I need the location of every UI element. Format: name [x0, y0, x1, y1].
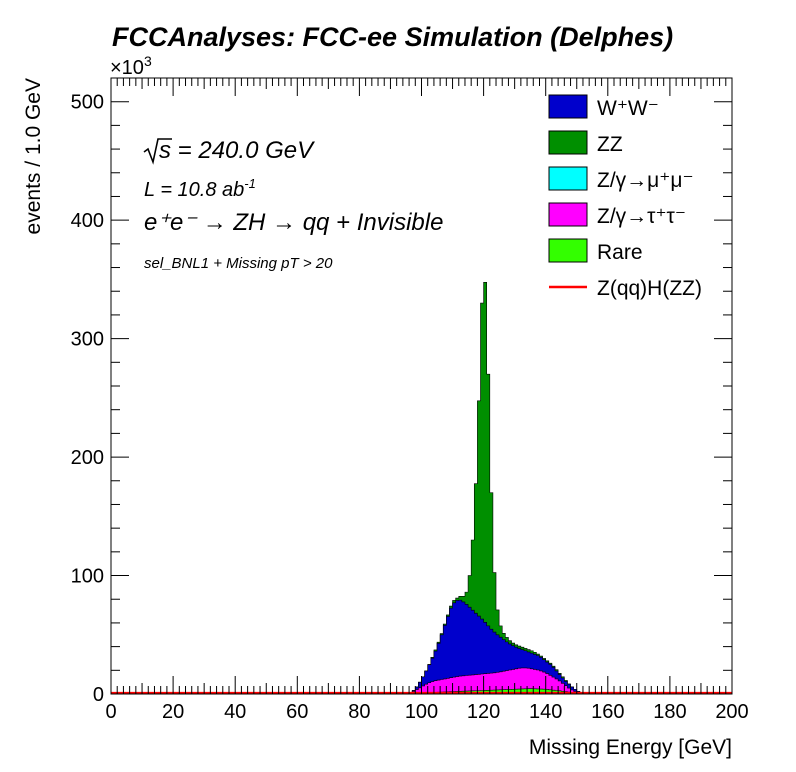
legend-label: W⁺W⁻ [597, 97, 659, 120]
y-exponent: ×103 [110, 53, 152, 79]
x-tick-label: 100 [405, 701, 438, 723]
x-tick-label: 140 [529, 701, 562, 723]
annotation-luminosity: L = 10.8 ab-1 [144, 176, 256, 201]
y-axis-label: events / 1.0 GeV [22, 78, 45, 234]
x-tick-label: 20 [162, 701, 184, 723]
y-tick-label: 300 [71, 329, 104, 351]
x-tick-label: 60 [286, 701, 308, 723]
legend-label: Z/γ→τ⁺τ⁻ [597, 205, 686, 228]
legend-item-w-w: W⁺W⁻ [548, 94, 659, 120]
annotation-selection: sel_BNL1 + Missing pT > 20 [144, 255, 333, 272]
legend-swatch [548, 94, 588, 119]
legend-item-rare: Rare [548, 238, 643, 264]
legend-label: Z/γ→μ⁺μ⁻ [597, 169, 694, 192]
legend-label: ZZ [597, 133, 623, 156]
legend-swatch [548, 130, 588, 155]
sqrt-symbol [143, 138, 172, 165]
legend-swatch [548, 238, 588, 263]
annotation-process: e⁺e⁻ → ZH → qq + Invisible [144, 209, 443, 236]
y-axis-ticks: 0 100 200 300 400 500 [71, 77, 732, 706]
y-tick-label: 500 [71, 92, 104, 114]
x-tick-label: 180 [653, 701, 686, 723]
x-tick-label: 80 [348, 701, 370, 723]
x-tick-label: 200 [715, 701, 748, 723]
legend-label: Rare [597, 241, 643, 264]
y-tick-label: 200 [71, 447, 104, 469]
legend-swatch [548, 202, 588, 227]
annotation-sqrt-s: s = 240.0 GeV [143, 137, 315, 165]
legend-item-z: Z/γ→τ⁺τ⁻ [548, 202, 686, 228]
plot-area: 0 20 40 60 80 100 120 140 160 180 200 0 100 200 300 40… [71, 77, 749, 723]
legend-label: Z(qq)H(ZZ) [597, 277, 702, 300]
x-axis-label: Missing Energy [GeV] [529, 736, 732, 759]
legend-item-z: Z/γ→μ⁺μ⁻ [548, 166, 694, 192]
x-axis-ticks: 0 20 40 60 80 100 120 140 160 180 200 [105, 78, 749, 723]
x-tick-label: 160 [591, 701, 624, 723]
x-tick-label: 0 [105, 701, 116, 723]
legend-item-zz: ZZ [548, 130, 623, 156]
x-tick-label: 40 [224, 701, 246, 723]
y-tick-label: 400 [71, 210, 104, 232]
legend-item-z-qq-h-zz: Z(qq)H(ZZ) [549, 277, 702, 300]
y-tick-label: 0 [93, 684, 104, 706]
legend: W⁺W⁻ ZZ Z/γ→μ⁺μ⁻ Z/γ→τ⁺τ⁻ Rare Z(qq)H(ZZ) [548, 94, 702, 300]
x-tick-label: 120 [467, 701, 500, 723]
chart-title: FCCAnalyses: FCC-ee Simulation (Delphes) [112, 22, 673, 52]
y-tick-label: 100 [71, 566, 104, 588]
svg-text:s = 240.0 GeV: s = 240.0 GeV [159, 137, 315, 164]
legend-swatch [548, 166, 588, 191]
